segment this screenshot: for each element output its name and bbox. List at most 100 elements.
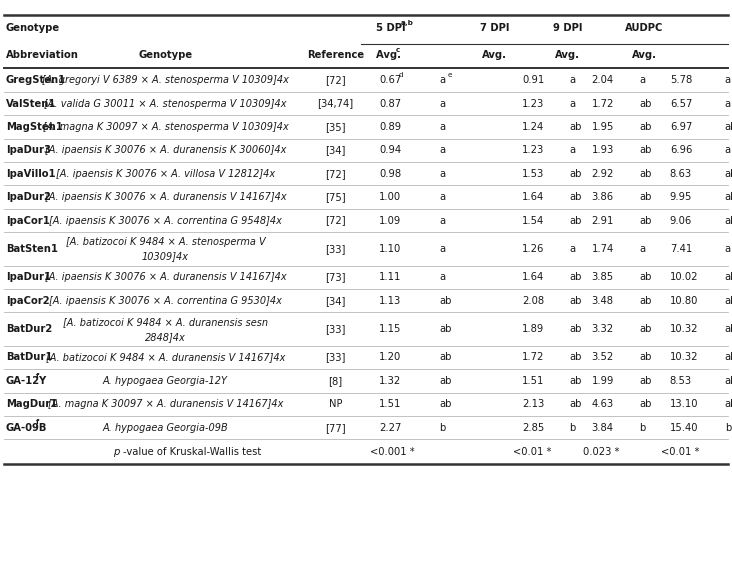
Text: ab: ab [725, 376, 732, 386]
Text: a: a [569, 145, 575, 156]
Text: [72]: [72] [325, 75, 346, 85]
Text: ab: ab [725, 399, 732, 410]
Text: 1.64: 1.64 [522, 272, 544, 283]
Text: ab: ab [569, 376, 582, 386]
Text: [8]: [8] [328, 376, 343, 386]
Text: 10309]4x: 10309]4x [142, 252, 189, 261]
Text: [72]: [72] [325, 168, 346, 179]
Text: ab: ab [439, 399, 452, 410]
Text: [72]: [72] [325, 215, 346, 226]
Text: [A. ipaensis K 30076 × A. correntina G 9548]4x: [A. ipaensis K 30076 × A. correntina G 9… [49, 215, 282, 226]
Text: a,b: a,b [401, 19, 414, 26]
Text: [A. ipaensis K 30076 × A. duranensis V 14167]4x: [A. ipaensis K 30076 × A. duranensis V 1… [45, 272, 286, 283]
Text: ab: ab [725, 192, 732, 202]
Text: 1.23: 1.23 [522, 145, 544, 156]
Text: [A. ipaensis K 30076 × A. duranensis K 30060]4x: [A. ipaensis K 30076 × A. duranensis K 3… [45, 145, 286, 156]
Text: a: a [439, 192, 445, 202]
Text: [34]: [34] [325, 145, 346, 156]
Text: b: b [569, 422, 576, 433]
Text: -value of Kruskal-Wallis test: -value of Kruskal-Wallis test [123, 446, 261, 457]
Text: 0.94: 0.94 [379, 145, 401, 156]
Text: 7.41: 7.41 [670, 244, 692, 254]
Text: ab: ab [569, 295, 582, 306]
Text: 1.23: 1.23 [522, 98, 544, 109]
Text: 10.32: 10.32 [670, 352, 698, 363]
Text: a: a [439, 75, 445, 85]
Text: 1.09: 1.09 [379, 215, 401, 226]
Text: 0.91: 0.91 [522, 75, 544, 85]
Text: 3.85: 3.85 [591, 272, 613, 283]
Text: a: a [439, 122, 445, 132]
Text: 6.57: 6.57 [670, 98, 692, 109]
Text: 1.99: 1.99 [591, 376, 614, 386]
Text: a: a [639, 75, 645, 85]
Text: [35]: [35] [325, 122, 346, 132]
Text: ab: ab [725, 168, 732, 179]
Text: 1.10: 1.10 [379, 244, 401, 254]
Text: 9.06: 9.06 [670, 215, 692, 226]
Text: A. hypogaea Georgia-09B: A. hypogaea Georgia-09B [102, 422, 228, 433]
Text: b: b [639, 422, 646, 433]
Text: 15.40: 15.40 [670, 422, 698, 433]
Text: 3.86: 3.86 [591, 192, 613, 202]
Text: ab: ab [569, 168, 582, 179]
Text: 2.91: 2.91 [591, 215, 614, 226]
Text: 1.64: 1.64 [522, 192, 544, 202]
Text: [A. gregoryi V 6389 × A. stenosperma V 10309]4x: [A. gregoryi V 6389 × A. stenosperma V 1… [42, 75, 289, 85]
Text: ab: ab [639, 295, 651, 306]
Text: b: b [439, 422, 446, 433]
Text: [77]: [77] [325, 422, 346, 433]
Text: 0.98: 0.98 [379, 168, 401, 179]
Text: IpaDur2: IpaDur2 [6, 192, 51, 202]
Text: a: a [725, 145, 731, 156]
Text: ab: ab [639, 352, 651, 363]
Text: ab: ab [569, 192, 582, 202]
Text: GregSten1: GregSten1 [6, 75, 66, 85]
Text: f: f [36, 419, 39, 425]
Text: e: e [448, 72, 452, 78]
Text: [A. batizocoi K 9484 × A. duranensis V 14167]4x: [A. batizocoi K 9484 × A. duranensis V 1… [45, 352, 285, 363]
Text: MagDur1: MagDur1 [6, 399, 57, 410]
Text: a: a [439, 215, 445, 226]
Text: AUDPC: AUDPC [625, 23, 663, 33]
Text: [A. magna K 30097 × A. duranensis V 14167]4x: [A. magna K 30097 × A. duranensis V 1416… [48, 399, 283, 410]
Text: Avg.: Avg. [632, 50, 657, 60]
Text: [34,74]: [34,74] [317, 98, 354, 109]
Text: 5 DPI: 5 DPI [376, 23, 408, 33]
Text: IpaVillo1: IpaVillo1 [6, 168, 56, 179]
Text: ab: ab [569, 122, 582, 132]
Text: BatSten1: BatSten1 [6, 244, 58, 254]
Text: <0.001 *: <0.001 * [370, 446, 415, 457]
Text: Avg.: Avg. [555, 50, 580, 60]
Text: 1.26: 1.26 [522, 244, 545, 254]
Text: ValSten1: ValSten1 [6, 98, 56, 109]
Text: 1.51: 1.51 [379, 399, 402, 410]
Text: 0.87: 0.87 [379, 98, 401, 109]
Text: [A. ipaensis K 30076 × A. duranensis V 14167]4x: [A. ipaensis K 30076 × A. duranensis V 1… [45, 192, 286, 202]
Text: ab: ab [569, 272, 582, 283]
Text: 6.97: 6.97 [670, 122, 692, 132]
Text: 1.00: 1.00 [379, 192, 401, 202]
Text: 7 DPI: 7 DPI [480, 23, 509, 33]
Text: 1.13: 1.13 [379, 295, 401, 306]
Text: 3.84: 3.84 [591, 422, 613, 433]
Text: 10.02: 10.02 [670, 272, 698, 283]
Text: IpaCor2: IpaCor2 [6, 295, 50, 306]
Text: ab: ab [639, 122, 651, 132]
Text: 1.74: 1.74 [591, 244, 613, 254]
Text: 0.67: 0.67 [379, 75, 401, 85]
Text: a: a [569, 75, 575, 85]
Text: 9 DPI: 9 DPI [553, 23, 582, 33]
Text: [A. ipaensis K 30076 × A. villosa V 12812]4x: [A. ipaensis K 30076 × A. villosa V 1281… [56, 168, 275, 179]
Text: [34]: [34] [325, 295, 346, 306]
Text: [A. valida G 30011 × A. stenosperma V 10309]4x: [A. valida G 30011 × A. stenosperma V 10… [44, 98, 287, 109]
Text: b: b [725, 422, 731, 433]
Text: IpaCor1: IpaCor1 [6, 215, 50, 226]
Text: ab: ab [639, 399, 651, 410]
Text: f: f [36, 373, 39, 378]
Text: IpaDur3: IpaDur3 [6, 145, 51, 156]
Text: 4.63: 4.63 [591, 399, 613, 410]
Text: [73]: [73] [325, 272, 346, 283]
Text: Avg.: Avg. [376, 50, 404, 60]
Text: ab: ab [725, 215, 732, 226]
